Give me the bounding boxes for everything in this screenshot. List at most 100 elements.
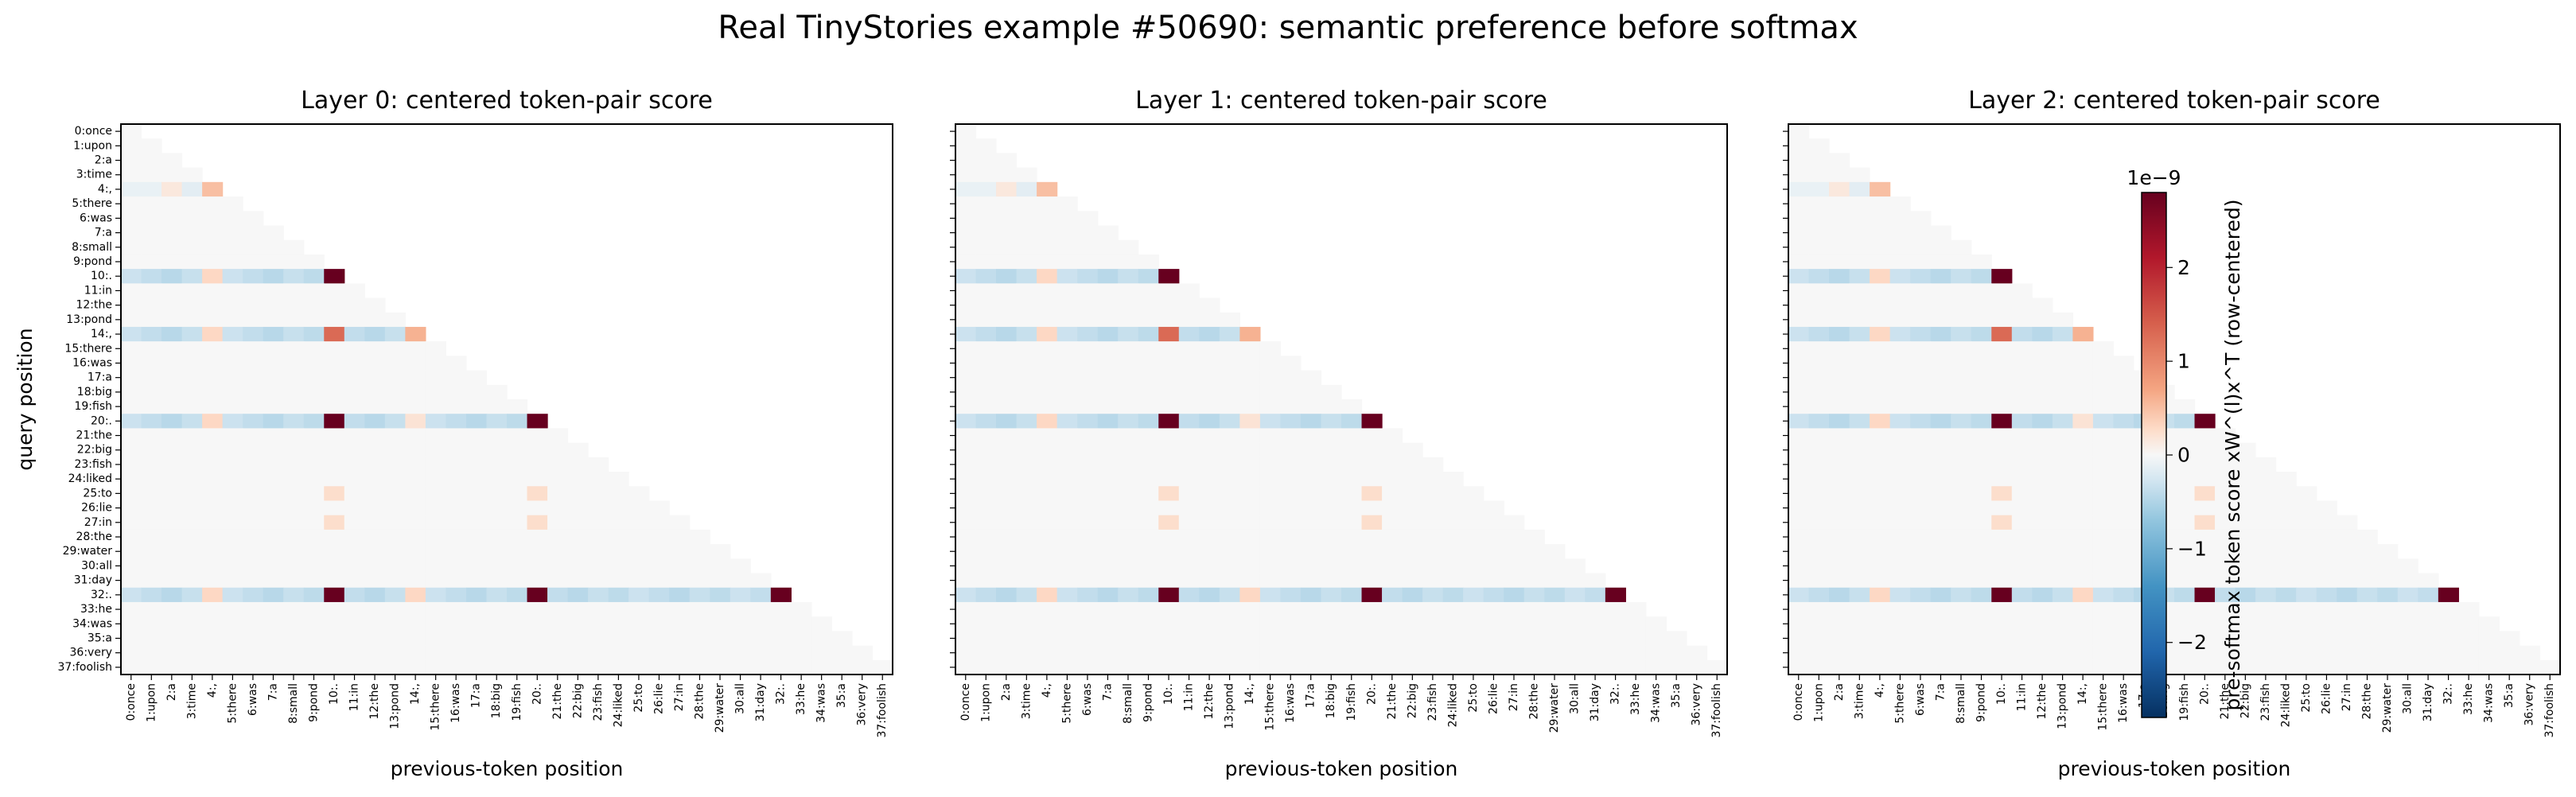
heatmap-cell <box>1341 645 1363 661</box>
heatmap-cell <box>2215 457 2236 472</box>
heatmap-cell <box>1951 341 1972 356</box>
heatmap-cell <box>1889 312 1911 328</box>
heatmap-cell <box>344 558 365 574</box>
heatmap-cell <box>975 428 997 444</box>
heatmap-cell <box>2174 631 2196 647</box>
heatmap-cell <box>263 631 284 647</box>
heatmap-cell <box>243 399 264 414</box>
heatmap-cell <box>1239 341 1261 356</box>
heatmap-cell <box>1889 500 1911 516</box>
heatmap-cell <box>1504 587 1525 603</box>
heatmap-cell <box>1158 269 1180 284</box>
heatmap-cell <box>1829 616 1850 632</box>
heatmap-cell <box>1016 356 1037 371</box>
heatmap-cell <box>1951 601 1972 617</box>
heatmap-cell <box>975 196 997 212</box>
heatmap-cell <box>1788 138 1810 154</box>
heatmap-cell <box>1382 659 1403 675</box>
colorbar-tick-label: 0 <box>2177 444 2190 467</box>
heatmap-cell <box>2458 631 2480 647</box>
heatmap-cell <box>1829 167 1850 183</box>
heatmap-cell <box>344 370 365 386</box>
heatmap-cell <box>283 515 305 531</box>
heatmap-cell <box>425 558 447 574</box>
heatmap-cell <box>2356 631 2378 647</box>
heatmap-cell <box>1808 326 1830 342</box>
heatmap-cell <box>1178 659 1200 675</box>
heatmap-cell <box>1199 442 1220 458</box>
heatmap-cell <box>1829 225 1850 241</box>
heatmap-cell <box>1870 356 1891 371</box>
heatmap-cell <box>303 399 325 414</box>
heatmap-cell <box>1930 312 1951 328</box>
heatmap-cell <box>1138 558 1159 574</box>
heatmap-cell <box>181 500 203 516</box>
colorbar-tick-label: −1 <box>2177 537 2207 560</box>
heatmap-cell <box>1321 428 1342 444</box>
heatmap-cell <box>996 659 1018 675</box>
heatmap-cell <box>1971 297 1992 313</box>
heatmap-cell <box>2032 326 2053 342</box>
heatmap-cell <box>222 239 243 255</box>
x-tick-label: 12:the <box>1203 683 1216 720</box>
heatmap-cell <box>770 601 792 617</box>
heatmap-cell <box>222 601 243 617</box>
x-tick-label: 25:to <box>1467 683 1480 713</box>
heatmap-cell <box>1564 645 1586 661</box>
heatmap-cell <box>1829 573 1850 589</box>
heatmap-cell <box>750 645 772 661</box>
x-tick-label: 18:big <box>1325 683 1337 718</box>
heatmap-cell <box>1971 442 1992 458</box>
heatmap-cell <box>446 616 467 632</box>
heatmap-cell <box>344 601 365 617</box>
heatmap-cell <box>1219 500 1240 516</box>
heatmap-cell <box>303 254 325 270</box>
heatmap-cell <box>2377 659 2399 675</box>
heatmap-cell <box>1788 645 1810 661</box>
heatmap-cell <box>2072 529 2094 545</box>
y-tick-label: 1:upon <box>73 139 112 152</box>
heatmap-cell <box>1118 283 1139 299</box>
heatmap-cell <box>1037 428 1058 444</box>
heatmap-cell <box>2092 384 2115 400</box>
x-tick-label: 27:in <box>673 683 686 711</box>
heatmap-cell <box>324 370 345 386</box>
heatmap-cell <box>1422 601 1444 617</box>
x-tick-label: 7:a <box>1101 683 1114 701</box>
heatmap-cell <box>2418 616 2439 632</box>
heatmap-cell <box>1138 414 1159 430</box>
heatmap-cell <box>1199 515 1220 531</box>
heatmap-cell <box>1951 356 1972 371</box>
heatmap-cell <box>2255 457 2277 472</box>
heatmap-cell <box>1808 239 1830 255</box>
heatmap-cell <box>283 239 305 255</box>
heatmap-cell <box>1686 645 1708 661</box>
heatmap-cell <box>1239 529 1261 545</box>
heatmap-cell <box>1219 370 1240 386</box>
heatmap-cell <box>486 500 508 516</box>
heatmap-cell <box>222 616 243 632</box>
heatmap-cell <box>1259 659 1282 675</box>
heatmap-cell <box>1889 196 1911 212</box>
heatmap-cell <box>955 428 977 444</box>
heatmap-cell <box>121 124 142 139</box>
x-tick-label: 10:. <box>1995 683 2008 705</box>
heatmap-cell <box>547 631 569 647</box>
heatmap-cell <box>2377 558 2399 574</box>
heatmap-cell <box>405 659 426 675</box>
x-tick-label: 13:pond <box>389 683 402 729</box>
heatmap-cell <box>1077 225 1099 241</box>
heatmap-cell <box>1889 587 1911 603</box>
heatmap-cell <box>243 283 264 299</box>
heatmap-cell <box>1037 631 1058 647</box>
heatmap-cell <box>750 573 772 589</box>
heatmap-cell <box>1016 558 1037 574</box>
heatmap-cell <box>202 225 224 241</box>
heatmap-cell <box>1280 428 1302 444</box>
heatmap-cell <box>1870 414 1891 430</box>
heatmap-cell <box>141 211 162 227</box>
heatmap-cell <box>1239 414 1261 430</box>
heatmap-panel-1: Layer 1: centered token-pair score0:once… <box>950 87 1728 780</box>
heatmap-cell <box>1951 442 1972 458</box>
heatmap-cell <box>1382 442 1403 458</box>
